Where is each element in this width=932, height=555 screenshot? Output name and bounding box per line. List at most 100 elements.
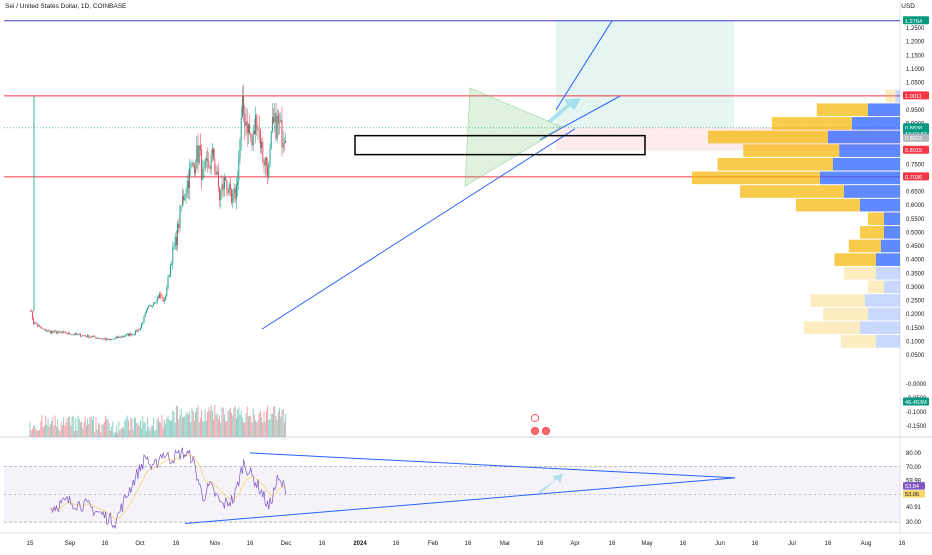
- volume-profile-bar-up: [810, 294, 865, 307]
- rsi-descending-trendline: [249, 452, 736, 479]
- volume-bar: [243, 422, 245, 437]
- candle-body: [59, 331, 61, 333]
- volume-bar: [220, 422, 222, 437]
- volume-profile-bar-down: [828, 130, 900, 144]
- volume-bar: [130, 418, 132, 437]
- candle-body: [114, 337, 116, 339]
- volume-bar: [70, 425, 72, 437]
- time-axis-label: Mar: [500, 541, 510, 547]
- candle-body: [183, 196, 185, 201]
- price-tick-label: 0.3000: [906, 285, 925, 291]
- candle-body: [274, 112, 276, 123]
- candle-body: [141, 324, 143, 328]
- candle-body: [256, 115, 258, 130]
- volume-bar: [96, 429, 98, 437]
- volume-bar: [154, 430, 156, 437]
- volume-bar: [247, 416, 249, 437]
- candle-body: [120, 336, 122, 338]
- price-tick-label: 1.2500: [906, 26, 925, 32]
- volume-bar: [240, 410, 242, 437]
- volume-bar: [269, 419, 271, 437]
- price-badge-label: 46.453M: [905, 400, 927, 406]
- volume-bar: [252, 408, 254, 437]
- candle-body: [106, 338, 108, 340]
- volume-bar: [105, 415, 107, 437]
- volume-bar: [132, 429, 134, 437]
- volume-bar: [215, 414, 217, 437]
- symmetrical-triangle-pattern: [464, 87, 564, 187]
- price-badge: [903, 145, 929, 154]
- candle-body: [99, 338, 101, 340]
- volume-profile-bar-up: [717, 157, 833, 171]
- candle-body: [125, 334, 127, 336]
- volume-bar: [165, 423, 167, 437]
- candle-body: [109, 339, 111, 340]
- volume-bar: [251, 422, 253, 437]
- volume-bar: [280, 416, 282, 437]
- candle-body: [73, 334, 75, 336]
- price-badge: [903, 91, 929, 100]
- volume-bar: [174, 422, 176, 437]
- price-badge: [903, 172, 929, 181]
- volume-bar: [137, 423, 139, 437]
- volume-bar: [120, 428, 122, 437]
- price-badge: [903, 16, 929, 25]
- volume-bar: [85, 425, 87, 437]
- volume-profile-bar-down: [868, 307, 900, 321]
- volume-profile-bar-up: [840, 335, 876, 348]
- volume-bar: [273, 406, 275, 437]
- candle-body: [253, 130, 255, 135]
- channel-trendline-lower: [539, 95, 621, 141]
- candle-body: [190, 166, 192, 169]
- volume-profile-bar-down: [876, 335, 900, 348]
- volume-bar: [192, 411, 194, 437]
- candle-body: [71, 334, 73, 336]
- price-tick-label: 0.0500: [906, 353, 925, 359]
- time-axis-label: 16: [393, 541, 400, 547]
- volume-bar: [142, 416, 144, 437]
- price-tick-label: 1.0500: [906, 81, 925, 87]
- candle-body: [64, 331, 66, 333]
- candle-body: [205, 158, 207, 161]
- candle-body: [153, 303, 155, 306]
- volume-bar: [65, 422, 67, 437]
- price-tick-label: 0.5500: [906, 217, 925, 223]
- volume-profile-bar-down: [868, 103, 900, 117]
- event-marker: [531, 426, 540, 435]
- support-resistance-box: [354, 134, 646, 156]
- volume-bar: [181, 417, 183, 437]
- candle-body: [235, 185, 237, 200]
- rsi-tick-label: 80.00: [906, 451, 922, 457]
- volume-bar: [99, 424, 101, 437]
- time-axis-label: 16: [899, 541, 906, 547]
- candle-body: [198, 145, 200, 163]
- time-axis-label: 16: [465, 541, 472, 547]
- volume-bar: [46, 425, 48, 437]
- candle-body: [39, 325, 41, 327]
- candle-body: [78, 333, 80, 335]
- candle-body: [47, 330, 49, 332]
- candle-body: [277, 115, 279, 124]
- rsi-tick-label: 40.91: [906, 505, 922, 511]
- volume-bar: [226, 420, 228, 437]
- candle-body: [88, 335, 90, 338]
- time-axis-label: Feb: [428, 541, 439, 547]
- candle-body: [263, 161, 265, 166]
- currency-label[interactable]: USD: [901, 3, 915, 10]
- volume-bar: [147, 417, 149, 437]
- candle-body: [240, 117, 242, 140]
- volume-bar: [108, 423, 110, 437]
- volume-bar: [277, 411, 279, 437]
- candle-body: [285, 140, 287, 143]
- candle-body: [105, 338, 107, 340]
- candle-body: [239, 139, 241, 158]
- volume-bar: [103, 421, 105, 437]
- volume-bar: [43, 425, 45, 437]
- price-tick-label: 0.2500: [906, 299, 925, 305]
- volume-bar: [211, 411, 213, 437]
- volume-profile-bar-up: [848, 239, 881, 253]
- time-axis-label: 16: [825, 541, 832, 547]
- price-badge: [903, 133, 929, 142]
